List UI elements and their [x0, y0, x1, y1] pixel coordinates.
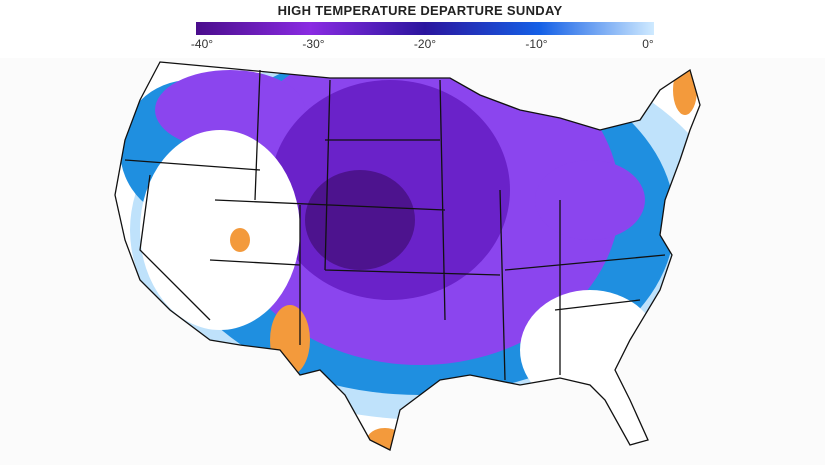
- color-scale: [196, 22, 654, 35]
- legend-title: HIGH TEMPERATURE DEPARTURE SUNDAY: [278, 3, 563, 18]
- state-line: [124, 69, 666, 381]
- scale-tick-label: -20°: [414, 37, 436, 51]
- southwest-neutral: [140, 130, 300, 330]
- warm-patch: [230, 228, 250, 252]
- purple-zone-northwest: [155, 70, 305, 150]
- purple-zone-east: [535, 160, 645, 240]
- country-outline: [114, 61, 701, 451]
- scale-ticks: -40° -30° -20° -10° 0°: [191, 37, 654, 51]
- scale-tick-label: -40°: [191, 37, 213, 51]
- state-borders: [114, 61, 701, 451]
- scale-tick-label: 0°: [642, 37, 654, 51]
- scale-tick-label: -30°: [302, 37, 324, 51]
- scale-tick-label: -10°: [525, 37, 547, 51]
- darkest-zone: [305, 170, 415, 270]
